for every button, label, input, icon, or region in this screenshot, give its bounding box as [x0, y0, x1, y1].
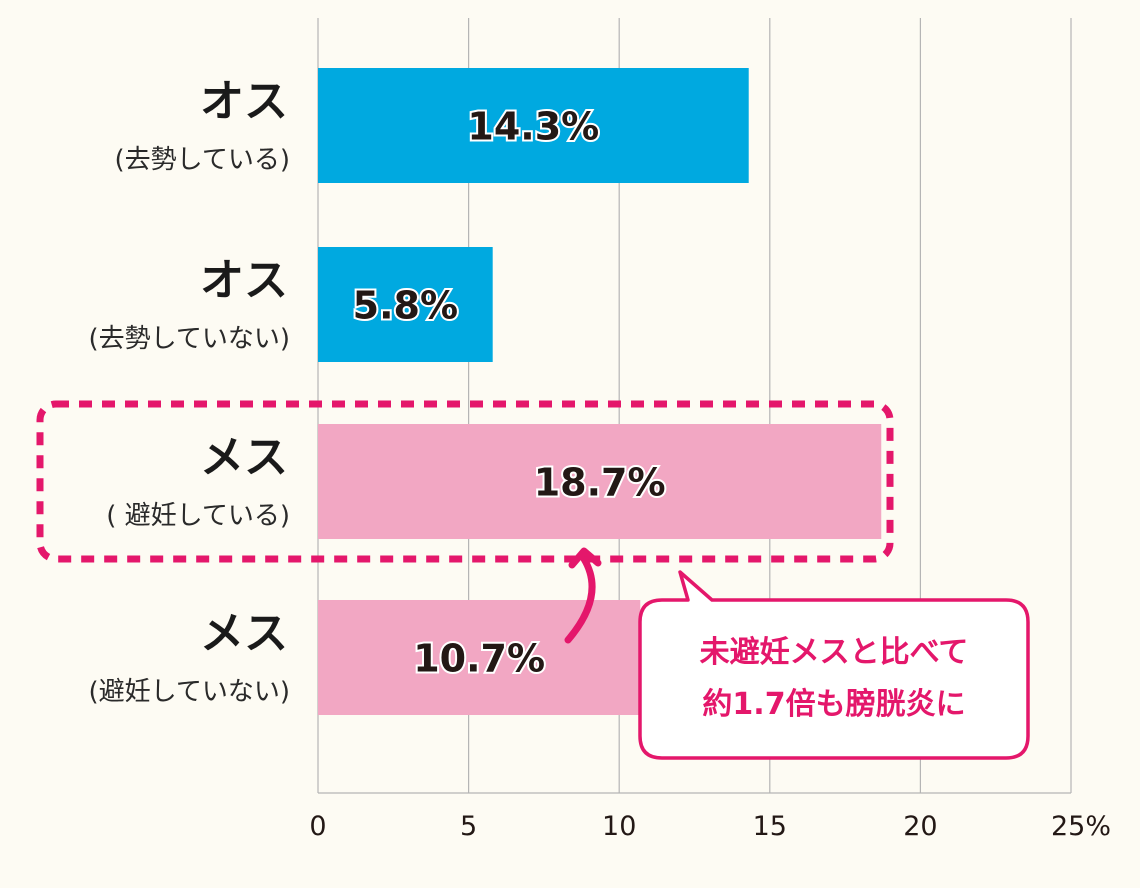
highlight-dashed-frame: [36, 400, 894, 563]
callout-line-1: 約1.7倍も膀胱炎に: [702, 687, 965, 722]
category-sublabel-0: (去勢している): [114, 145, 290, 175]
bar-value-label-1: 5.8%: [353, 284, 458, 328]
category-label-3: メス: [200, 608, 288, 659]
bar-value-label-3: 10.7%: [413, 637, 545, 681]
x-tick-label-25: 25%: [1051, 811, 1111, 842]
x-tick-label-5: 5: [460, 811, 477, 842]
bar-0: [318, 68, 749, 183]
x-tick-label-10: 10: [602, 811, 636, 842]
comparison-arrow: [564, 555, 596, 644]
x-tick-label-0: 0: [309, 811, 326, 842]
comparison-arrowhead: [568, 547, 602, 569]
x-tick-label-15: 15: [753, 811, 787, 842]
x-axis-ticks: 0 5 10 15 20 25%: [309, 811, 1111, 842]
bar-1: [318, 247, 493, 362]
bar-2: [318, 424, 882, 539]
category-sublabel-1: (去勢していない): [88, 324, 290, 354]
category-sublabel-2: ( 避妊している): [106, 501, 290, 531]
category-label-0: オス: [200, 76, 288, 127]
category-label-2: メス: [200, 432, 288, 483]
bar-value-label-2: 18.7%: [534, 461, 666, 505]
callout-line-0: 未避妊メスと比べて: [700, 635, 969, 670]
bar-layer: 14.3% 5.8% 18.7% 10.7%: [318, 68, 882, 715]
callout-bubble: [638, 570, 1030, 760]
category-labels: オス (去勢している) オス (去勢していない) メス ( 避妊している) メス (避妊してい…: [88, 76, 290, 707]
bar-value-label-0: 14.3%: [467, 105, 599, 149]
category-sublabel-3: (避妊していない): [88, 677, 290, 707]
highlight-layer: [36, 400, 894, 563]
x-tick-label-20: 20: [903, 811, 937, 842]
category-label-1: オス: [200, 255, 288, 306]
